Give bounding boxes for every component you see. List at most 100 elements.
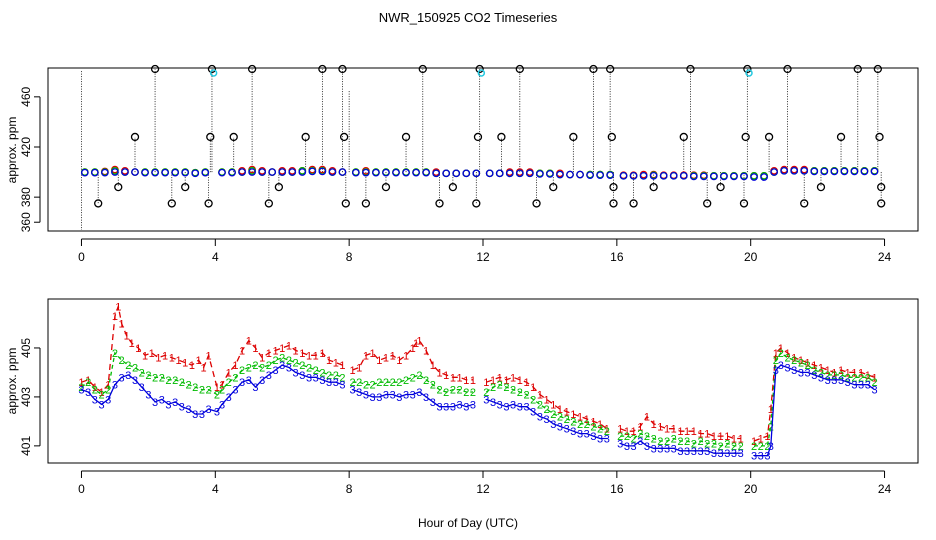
series-2-marker: 2	[239, 365, 245, 377]
sample-point	[392, 168, 400, 177]
series-1-marker: 1	[845, 367, 851, 379]
series-2-marker: 2	[805, 360, 811, 372]
series-3-marker: 3	[226, 392, 232, 404]
series-3-marker: 3	[199, 409, 205, 421]
series-3-marker: 3	[299, 370, 305, 382]
sample-point	[820, 167, 829, 176]
series-3-marker: 3	[845, 377, 851, 389]
series-2-marker: 2	[145, 370, 151, 382]
series-3-marker: 3	[410, 389, 416, 401]
series-3-marker: 3	[139, 382, 145, 394]
sample-point	[288, 168, 297, 176]
series-2-marker: 2	[416, 370, 422, 382]
series-1-marker: 1	[169, 353, 175, 365]
series-2-marker: 2	[851, 372, 857, 384]
series-3-marker: 3	[523, 402, 529, 414]
series-2-marker: 2	[463, 387, 469, 399]
series-1-marker: 1	[784, 348, 790, 360]
series-1-marker: 1	[691, 426, 697, 438]
series-1-marker: 1	[356, 363, 362, 375]
series-1-marker: 1	[390, 350, 396, 362]
series-1-marker: 1	[751, 436, 757, 448]
series-1-marker: 1	[259, 353, 265, 365]
series-1-marker: 1	[124, 331, 130, 343]
series-3-marker: 3	[497, 399, 503, 411]
sample-point	[566, 170, 574, 179]
top-y-tick-label: 360	[19, 212, 33, 232]
series-1-marker: 1	[631, 426, 637, 438]
series-2-marker: 2	[523, 389, 529, 401]
series-1-marker: 1	[590, 416, 596, 428]
series-2-marker: 2	[430, 380, 436, 392]
series-1-marker: 1	[162, 350, 168, 362]
series-1-marker: 1	[624, 426, 630, 438]
series-2-marker: 2	[517, 387, 523, 399]
series-3-marker: 3	[266, 370, 272, 382]
series-3-marker: 3	[423, 392, 429, 404]
bottom-y-tick-label: 405	[19, 338, 33, 358]
series-1-marker: 1	[858, 367, 864, 379]
series-2-marker: 2	[349, 377, 355, 389]
series-2-marker: 2	[483, 387, 489, 399]
series-3-marker: 3	[483, 394, 489, 406]
series-3-marker: 3	[584, 429, 590, 441]
bottom-x-tick-label: 16	[610, 482, 624, 496]
series-1-marker: 1	[557, 404, 563, 416]
series-2-marker: 2	[751, 441, 757, 453]
series-3-marker: 3	[764, 451, 770, 463]
series-2-marker: 2	[718, 441, 724, 453]
series-1-marker: 1	[155, 353, 161, 365]
series-3-marker: 3	[871, 385, 877, 397]
series-3-marker: 3	[718, 448, 724, 460]
series-3-marker: 3	[252, 382, 258, 394]
series-3-marker: 3	[731, 448, 737, 460]
sample-point	[740, 172, 748, 181]
series-3-marker: 3	[664, 443, 670, 455]
series-3-marker: 3	[651, 443, 657, 455]
series-2-marker: 2	[550, 409, 556, 421]
series-3-marker: 3	[751, 451, 757, 463]
sample-point	[596, 171, 604, 180]
series-2-marker: 2	[651, 434, 657, 446]
outlier-point	[741, 132, 750, 142]
series-2-marker: 2	[78, 382, 84, 394]
series-2-marker: 2	[370, 380, 376, 392]
outlier-point	[607, 132, 616, 142]
sample-point	[830, 167, 839, 176]
bottom-x-tick-label: 0	[78, 482, 85, 496]
series-3-line	[352, 388, 474, 408]
outlier-point	[783, 64, 792, 74]
series-1-marker: 1	[413, 338, 419, 350]
series-1-marker: 1	[564, 407, 570, 419]
series-1-marker: 1	[523, 377, 529, 389]
series-1-marker: 1	[403, 350, 409, 362]
series-1-marker: 1	[684, 426, 690, 438]
series-2-marker: 2	[544, 404, 550, 416]
series-2-marker: 2	[490, 382, 496, 394]
series-3-marker: 3	[443, 402, 449, 414]
sample-point	[181, 168, 190, 177]
top-x-tick-label: 20	[744, 250, 758, 264]
outlier-point	[609, 182, 618, 192]
outlier-point	[181, 182, 190, 192]
series-1-marker: 1	[724, 431, 730, 443]
series-1-marker: 1	[376, 355, 382, 367]
series-3-marker: 3	[152, 397, 158, 409]
series-2-marker: 2	[98, 389, 104, 401]
series-3-marker: 3	[597, 434, 603, 446]
top-y-tick-label: 380	[19, 187, 33, 207]
outlier-point	[381, 182, 391, 192]
series-3-marker: 3	[530, 407, 536, 419]
series-3-marker: 3	[98, 399, 104, 411]
series-3-marker: 3	[768, 441, 774, 453]
series-3-marker: 3	[550, 419, 556, 431]
series-1-marker: 1	[811, 360, 817, 372]
series-2-marker: 2	[293, 358, 299, 370]
outlier-point	[318, 64, 327, 74]
series-3-marker: 3	[851, 380, 857, 392]
sample-point	[432, 169, 441, 178]
outlier-point	[207, 64, 217, 74]
outlier-point	[743, 64, 752, 74]
top-panel-ylabel: approx. ppm	[5, 117, 19, 184]
